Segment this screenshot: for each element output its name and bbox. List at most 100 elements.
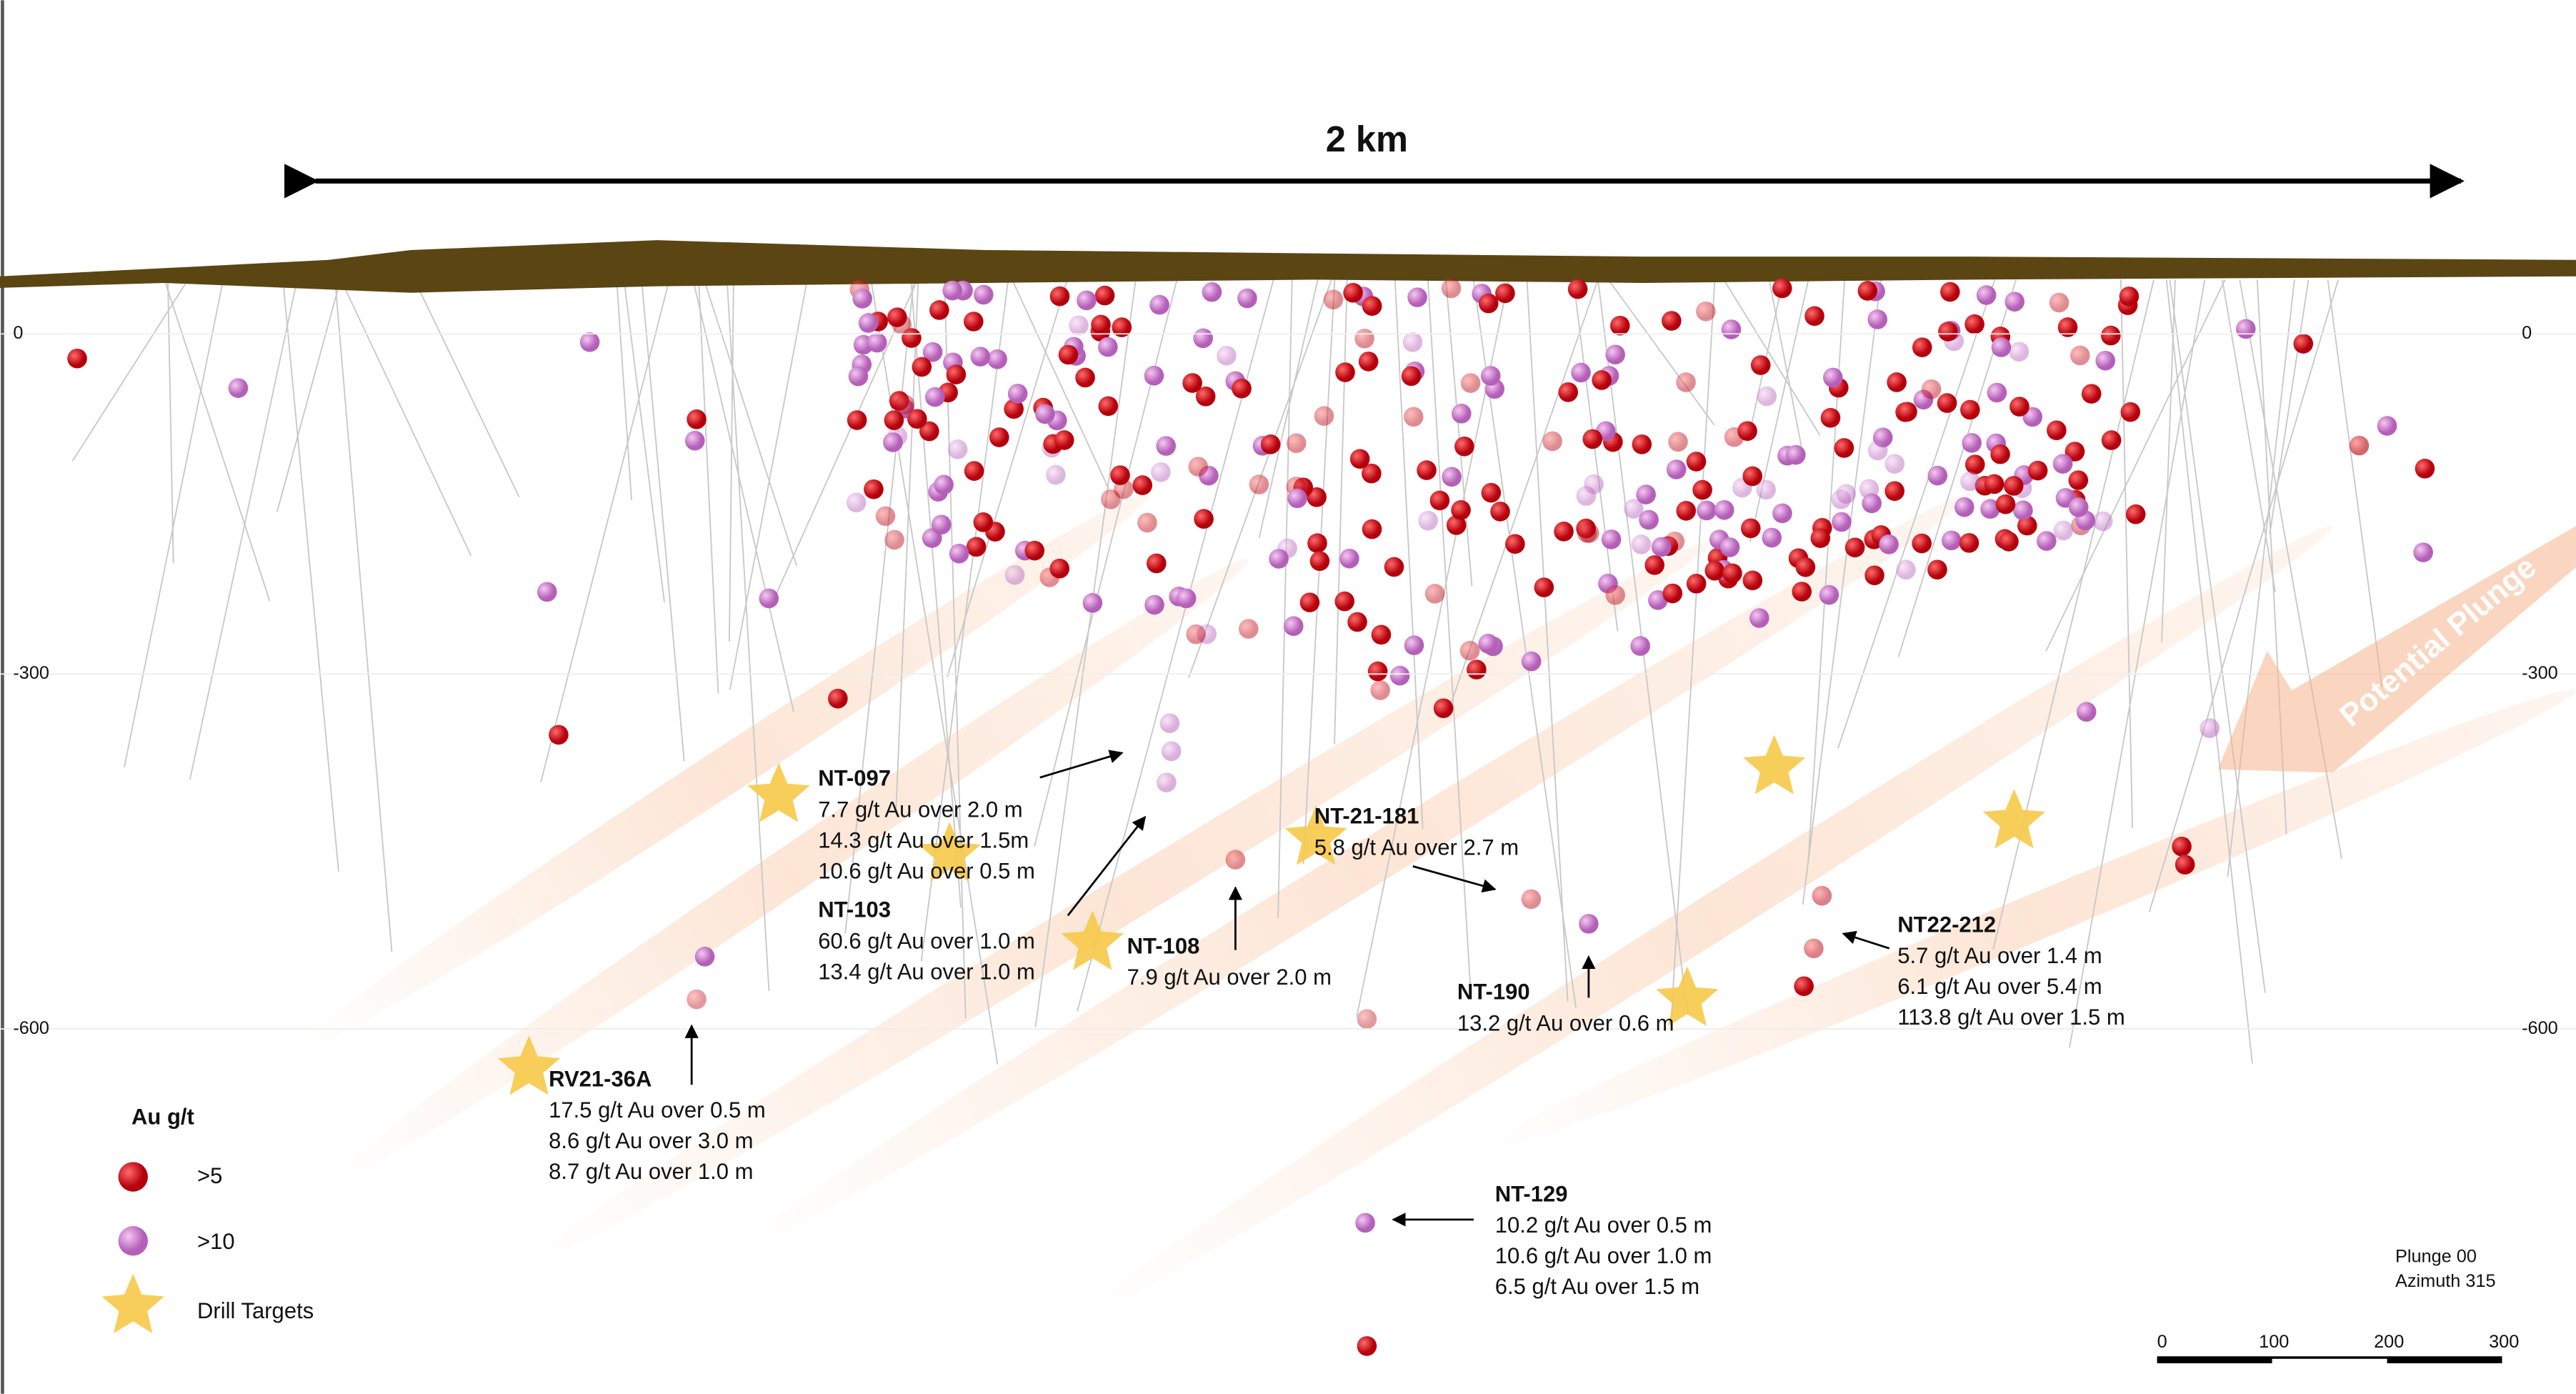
assay-point [1098,337,1118,357]
intercept: 10.6 g/t Au over 0.5 m [818,858,1035,883]
drill-trace [1356,279,1509,1017]
scale-tick: 300 [2489,1332,2519,1352]
assay-point [1999,532,2019,552]
drill-trace [1258,279,1319,539]
assay-point [1283,616,1304,637]
drill-trace [2169,279,2266,993]
assay-point [925,387,945,407]
assay-point [946,364,967,384]
depth-label-left: -300 [13,663,49,683]
intercept: 60.6 g/t Au over 1.0 m [818,928,1035,953]
assay-point [2377,416,2397,436]
assay-point [1442,467,1462,487]
assay-point [1193,328,1213,349]
assay-point [1182,373,1202,393]
assay-point [694,947,715,967]
assay-point [1897,402,1917,422]
assay-point [2017,515,2037,536]
drill-trace [1749,279,1809,542]
view-azimuth: Azimuth 315 [2395,1271,2496,1291]
plunge-band [525,542,1709,1266]
assay-point [1719,537,1740,557]
assay-point [1347,612,1367,632]
intercept: 5.7 g/t Au over 1.4 m [1897,943,2102,968]
assay-point [1819,584,1839,605]
legend-item: Drill Targets [197,1298,314,1323]
assay-point [1137,512,1157,533]
drill-trace [1992,279,2155,950]
assay-point [1467,659,1487,679]
assay-point [1176,588,1197,609]
assay-point [2010,397,2030,417]
assay-point [1309,551,1330,572]
assay-point [1639,509,1659,530]
drill-trace [844,279,915,934]
intercept: 7.7 g/t Au over 2.0 m [818,797,1022,822]
assay-point [1417,460,1437,480]
drill-trace [540,279,670,782]
assay-point [2415,459,2435,479]
assay-point [1112,317,1132,337]
assay-point [1132,475,1153,495]
hole-id: NT-21-181 [1314,804,1419,829]
assay-point [1980,499,2000,519]
assay-point [989,427,1009,447]
assay-point [1912,337,1932,357]
assay-point [1927,465,1948,486]
assay-point [1238,619,1259,639]
assay-point [1912,533,1932,554]
assay-point [1668,432,1688,452]
drill-trace [1802,279,1882,905]
assay-point [852,289,872,309]
assay-point [2200,718,2220,738]
assay-point [1424,584,1445,604]
assay-point [947,439,968,459]
drill-trace [703,279,798,566]
assay-point [1991,337,2012,357]
intercept: 5.8 g/t Au over 2.7 m [1314,835,1519,860]
assay-point [1884,454,1905,474]
assay-point [1864,565,1884,586]
assay-point [942,280,963,301]
intercept: 10.6 g/t Au over 1.0 m [1495,1243,1712,1268]
assay-point [894,394,915,414]
assay-point [1987,382,2007,403]
plunge-band [1084,525,2333,1315]
plunge-bands [295,492,2576,1315]
intercept: 13.2 g/t Au over 0.6 m [1457,1010,1674,1035]
hole-id: NT-097 [818,766,891,791]
assay-point [949,543,969,564]
legend-red [118,1162,148,1192]
assay-point [2068,497,2089,517]
depth-label-left: 0 [13,323,23,343]
assay-point [934,474,954,495]
hole-id: NT22-212 [1897,912,1996,937]
drill-trace [692,279,795,712]
assay-point [1188,457,1209,477]
drill-target [1743,735,1806,795]
assay-point [1110,465,1130,485]
pointer [1842,930,1890,950]
assay-point [931,514,952,535]
assay-point [1990,444,2010,464]
assay-point [1307,533,1327,553]
assay-point [1429,490,1450,511]
assay-point [1605,585,1626,605]
assay-point [1804,938,1824,959]
drill-trace [1768,279,1802,447]
assay-point [964,312,984,332]
legend-item: >10 [197,1229,235,1254]
assay-point [1505,534,1525,554]
assay-point [1149,294,1169,315]
assay-point [1795,557,1816,577]
assay-point [1433,698,1454,719]
assay-point [2095,350,2116,371]
assay-point [1007,384,1028,404]
hole-id: NT-129 [1495,1182,1568,1207]
assay-point [1960,399,1980,420]
assay-point [828,689,848,709]
assay-point [1750,355,1771,375]
assay-point [1662,583,1683,604]
assay-point [1567,279,1588,299]
